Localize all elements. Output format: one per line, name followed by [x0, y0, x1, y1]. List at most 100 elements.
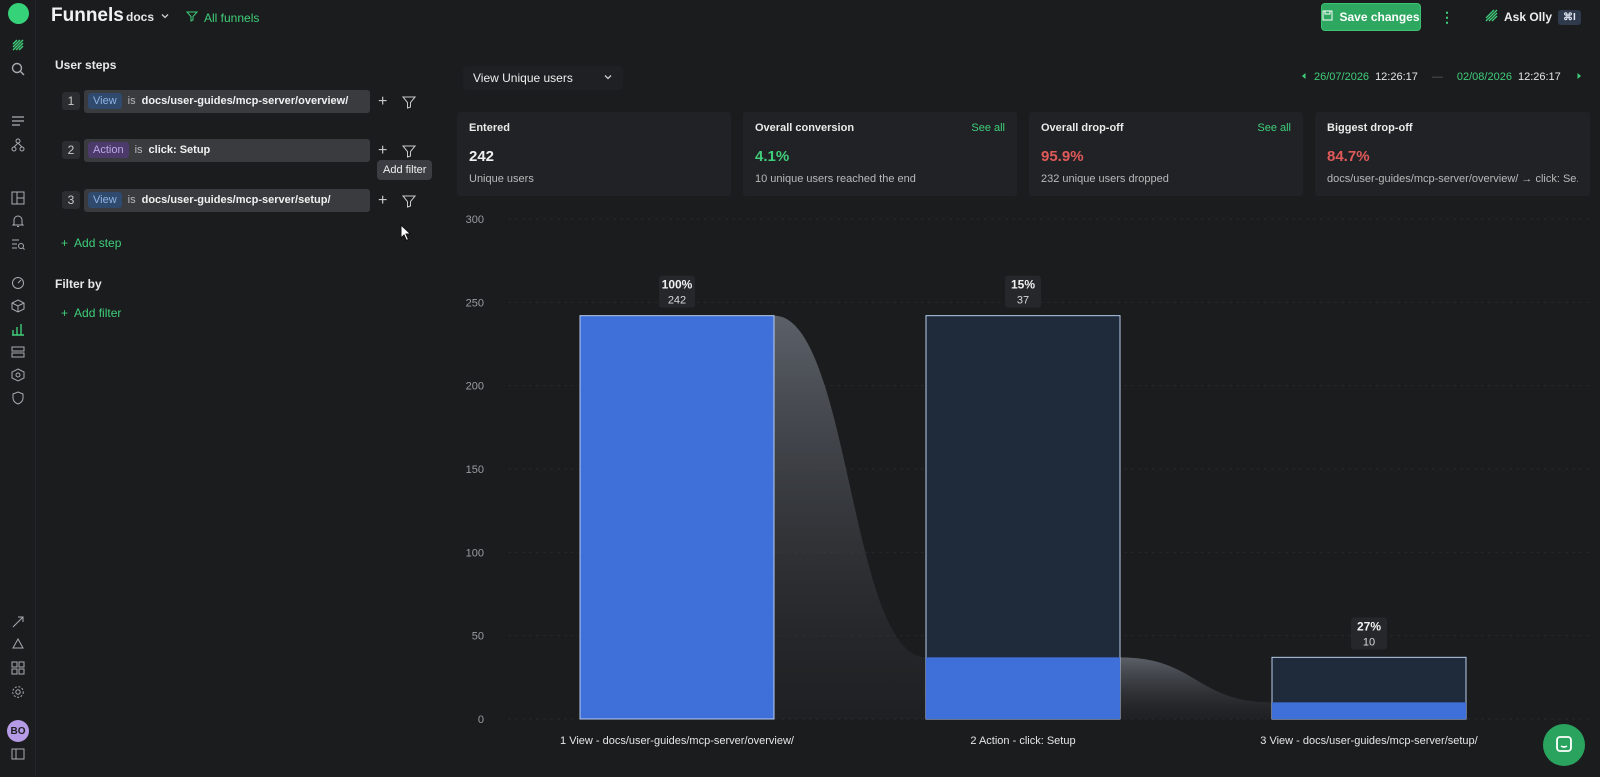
search-icon[interactable] [10, 61, 26, 77]
project-select-value: docs [126, 10, 155, 24]
gauge-icon[interactable] [10, 275, 26, 291]
y-tick-label: 250 [466, 297, 484, 309]
view-select[interactable]: View Unique users [463, 66, 623, 90]
bar-previous-step-outline [925, 315, 1121, 720]
step-condition[interactable]: View is docs/user-guides/mcp-server/setu… [84, 188, 370, 212]
app-logo[interactable] [8, 3, 29, 24]
add-filter-button[interactable]: + Add filter [61, 306, 121, 320]
bar [926, 657, 1120, 719]
data-label-count: 37 [1017, 295, 1029, 307]
chevron-right-icon[interactable] [1575, 71, 1583, 83]
logs-icon[interactable] [10, 113, 26, 129]
stat-subtitle: Unique users [469, 173, 534, 185]
data-label-bg [1351, 617, 1387, 650]
filter-icon[interactable] [401, 194, 417, 212]
drop-off-flow [774, 315, 926, 719]
x-category-label: 3 View - docs/user-guides/mcp-server/set… [1260, 735, 1478, 747]
x-category-label: 1 View - docs/user-guides/mcp-server/ove… [560, 735, 795, 747]
stat-card-entered: Entered 242 Unique users [457, 112, 731, 196]
stat-card-overall-drop-off: Overall drop-off See all 95.9% 232 uniqu… [1029, 112, 1303, 196]
filter-icon[interactable] [401, 95, 417, 113]
step-kind-tag: View [88, 192, 122, 208]
see-all-link[interactable]: See all [1257, 122, 1291, 134]
step-operator: is [127, 194, 136, 206]
stat-title: Overall conversion [755, 122, 855, 134]
data-label-percent: 15% [1011, 278, 1035, 292]
stat-card-biggest-drop-off: Biggest drop-off 84.7% docs/user-guides/… [1315, 112, 1590, 196]
add-plus-icon[interactable]: + [378, 93, 388, 110]
apps-grid-icon[interactable] [10, 660, 26, 676]
queries-icon[interactable] [10, 236, 26, 252]
add-filter-label: Add filter [74, 306, 122, 320]
time-from: 12:26:17 [1375, 71, 1418, 83]
shortcut-badge: ⌘I [1558, 9, 1581, 25]
ask-olly-label: Ask Olly [1504, 10, 1553, 24]
step-row-1: 1 View is docs/user-guides/mcp-server/ov… [62, 89, 370, 113]
all-funnels-label: All funnels [204, 10, 260, 25]
funnel-chart-svg: 0 50 100 150 200 250 300 100% 242 1 View - docs/u… [466, 214, 1590, 747]
y-tick-label: 300 [466, 214, 484, 226]
step-operator: is [134, 144, 143, 156]
all-funnels-link[interactable]: All funnels [185, 10, 260, 25]
page-title: Funnels [51, 5, 124, 26]
data-label-bg [659, 275, 695, 308]
x-category-label: 2 Action - click: Setup [970, 735, 1075, 747]
chevron-left-icon[interactable] [1300, 71, 1308, 83]
alerts-bell-icon[interactable] [10, 213, 26, 229]
y-tick-label: 0 [478, 714, 484, 726]
settings-gear-icon[interactable] [10, 684, 26, 700]
traces-icon[interactable] [10, 137, 26, 153]
dashboards-icon[interactable] [10, 190, 26, 206]
chat-support-button[interactable] [1543, 724, 1585, 766]
data-label-percent: 27% [1357, 619, 1381, 633]
see-all-link[interactable]: See all [971, 122, 1005, 134]
product-analytics-icon[interactable] [10, 37, 26, 53]
date-range-picker[interactable]: 26/07/2026 12:26:17 — 02/08/2026 12:26:1… [1300, 71, 1583, 83]
user-avatar[interactable]: BO [7, 720, 29, 742]
stat-title: Entered [469, 122, 510, 134]
stat-card-overall-conversion: Overall conversion See all 4.1% 10 uniqu… [743, 112, 1017, 196]
bar [579, 315, 775, 720]
step-condition[interactable]: Action is click: Setup [84, 138, 370, 162]
stat-value: 4.1% [755, 148, 790, 165]
save-changes-button[interactable]: Save changes [1321, 3, 1421, 31]
step-value: docs/user-guides/mcp-server/setup/ [141, 194, 331, 206]
launch-icon[interactable] [10, 614, 26, 630]
y-tick-label: 150 [466, 464, 484, 476]
data-label-percent: 100% [662, 278, 693, 292]
step-condition[interactable]: View is docs/user-guides/mcp-server/over… [84, 89, 370, 113]
y-tick-label: 50 [472, 631, 484, 643]
funnels-bar-chart-icon[interactable] [10, 321, 26, 337]
integrations-icon[interactable] [10, 367, 26, 383]
step-kind-tag: View [88, 93, 122, 109]
stat-value: 95.9% [1041, 148, 1084, 165]
cube-icon[interactable] [10, 298, 26, 314]
chat-icon [1554, 734, 1574, 757]
add-step-label: Add step [74, 236, 122, 250]
drop-off-flow [1120, 657, 1272, 719]
recycle-icon[interactable] [10, 637, 26, 653]
security-shield-icon[interactable] [10, 390, 26, 406]
add-filter-tooltip: Add filter [377, 160, 433, 180]
step-number: 3 [62, 191, 80, 209]
step-value: click: Setup [148, 144, 211, 156]
time-to: 12:26:17 [1517, 71, 1561, 83]
more-options-icon[interactable]: ⋮ [1440, 9, 1454, 25]
filter-icon[interactable] [401, 144, 417, 162]
step-number: 1 [62, 92, 80, 110]
stat-subtitle: 10 unique users reached the end [755, 173, 916, 185]
ask-olly-button[interactable]: Ask Olly ⌘I [1485, 9, 1581, 25]
stat-title: Biggest drop-off [1327, 122, 1413, 134]
funnel-chart: 0 50 100 150 200 250 300 100% 242 1 View - docs/u… [460, 205, 1590, 777]
project-select[interactable]: docs [126, 10, 170, 24]
step-operator: is [127, 95, 136, 107]
collapse-sidebar-icon[interactable] [10, 746, 26, 762]
storage-icon[interactable] [10, 344, 26, 360]
view-select-label: View [473, 71, 499, 85]
chevron-down-icon [603, 71, 613, 85]
y-tick-label: 200 [466, 381, 484, 393]
add-step-button[interactable]: + Add step [61, 236, 121, 250]
add-plus-icon[interactable]: + [378, 142, 388, 159]
save-changes-label: Save changes [1339, 10, 1420, 24]
add-plus-icon[interactable]: + [378, 192, 388, 209]
